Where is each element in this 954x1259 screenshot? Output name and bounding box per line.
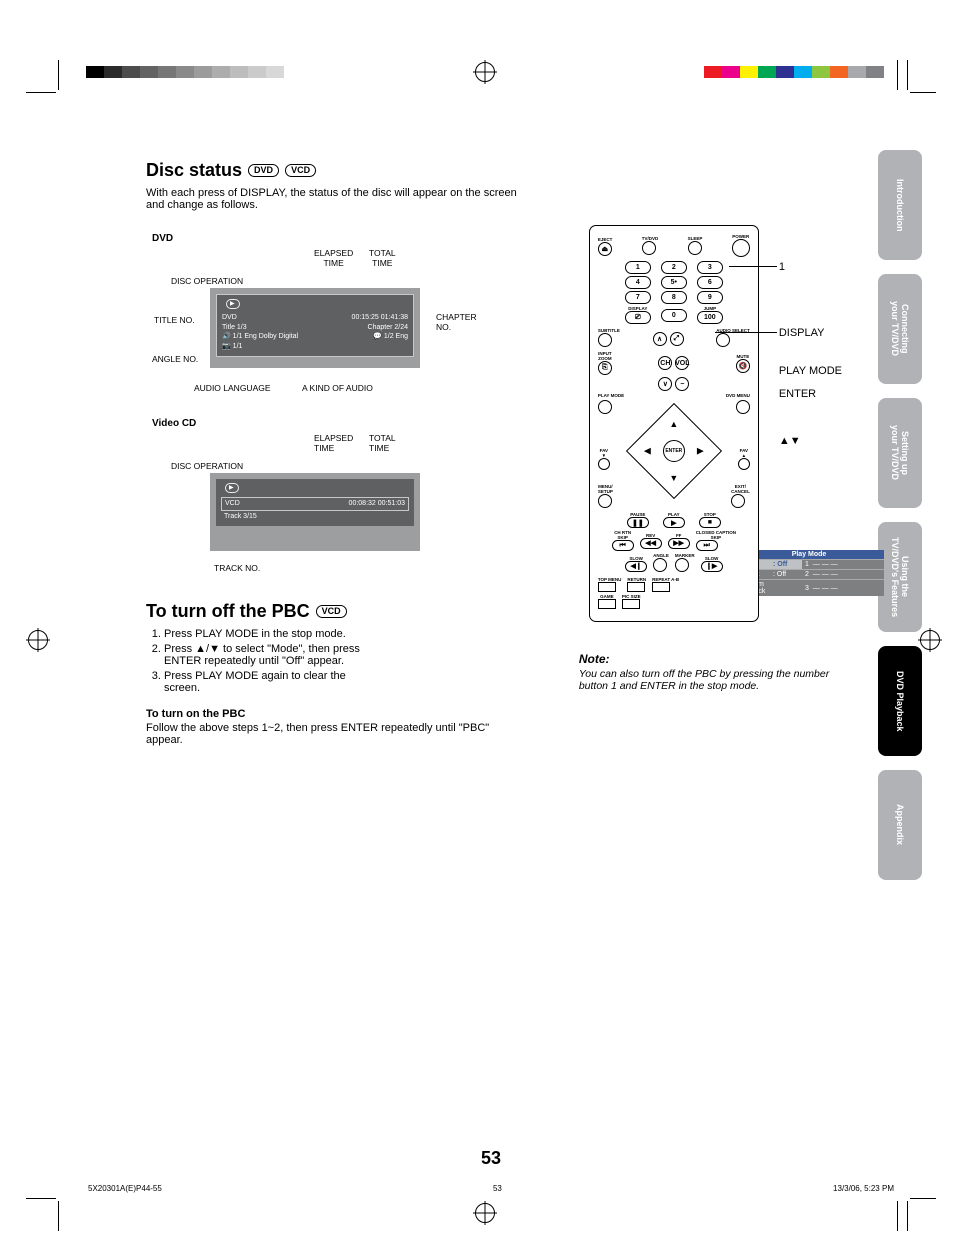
pbc-on-heading: To turn on the PBC xyxy=(146,708,526,720)
note-body: You can also turn off the PBC by pressin… xyxy=(579,668,844,692)
osd-title: Title 1/3 xyxy=(222,323,247,333)
note-heading: Note: xyxy=(579,652,844,666)
heading-text: Disc status xyxy=(146,160,242,181)
callout-playmode: PLAY MODE xyxy=(779,365,842,377)
callout-display: DISPLAY xyxy=(779,327,825,339)
remote-control: EJECT⏏ TV/DVD SLEEP POWER 123 45•6 789 D… xyxy=(589,225,759,622)
crop-tr-h xyxy=(910,92,936,93)
vcd-osd-diagram: DISC OPERATION ELAPSED TIME TOTAL TIME T… xyxy=(174,435,539,575)
footer-mid: 53 xyxy=(493,1184,502,1193)
vcd-label-disc-op: DISC OPERATION xyxy=(171,461,243,471)
label-audio-kind: A KIND OF AUDIO xyxy=(302,383,373,393)
pbc-step: Press ▲/▼ to select "Mode", then press E… xyxy=(164,643,376,667)
crop-br-v xyxy=(907,1201,908,1231)
vcd-label-total: TOTAL TIME xyxy=(369,433,396,453)
crop-tr-v xyxy=(907,60,908,90)
registration-mark-left xyxy=(28,630,48,650)
page-number: 53 xyxy=(481,1148,501,1169)
vcd-osd-fmt: VCD xyxy=(225,499,240,509)
pbc-badge-vcd: VCD xyxy=(316,605,347,618)
vcd-play-icon xyxy=(225,483,239,493)
registration-mark-right xyxy=(920,630,940,650)
osd-angle: 1/1 xyxy=(233,343,243,350)
osd-sub: 1/2 Eng xyxy=(384,333,408,340)
vcd-osd-time: 00:08:32 00:51:03 xyxy=(349,499,405,509)
badge-vcd: VCD xyxy=(285,164,316,177)
osd-fmt: DVD xyxy=(222,313,237,323)
section-disc-status-title: Disc status DVD VCD xyxy=(146,160,844,181)
pbc-steps: Press PLAY MODE in the stop mode. Press ▲… xyxy=(146,628,376,694)
dvd-subheading: DVD xyxy=(152,233,539,244)
footer-left: 5X20301A(E)P44-55 xyxy=(88,1184,162,1193)
crop-br-h xyxy=(910,1198,936,1199)
vcd-label-track: TRACK NO. xyxy=(214,563,260,573)
osd-chapter: Chapter 2/24 xyxy=(368,323,408,333)
badge-dvd: DVD xyxy=(248,164,279,177)
section-pbc-title: To turn off the PBC VCD xyxy=(146,601,539,622)
crop-bl-v xyxy=(58,1201,59,1231)
label-angle-no: ANGLE NO. xyxy=(152,354,198,364)
dpad: ▲ ▼ ◀ ▶ ENTER xyxy=(640,417,708,485)
pbc-on-body: Follow the above steps 1~2, then press E… xyxy=(146,722,526,746)
label-title-no: TITLE NO. xyxy=(154,315,195,325)
callout-arrows: ▲▼ xyxy=(779,435,801,447)
disc-status-intro: With each press of DISPLAY, the status o… xyxy=(146,187,526,211)
pbc-step: Press PLAY MODE again to clear the scree… xyxy=(164,670,376,694)
callout-1: 1 xyxy=(779,261,785,273)
callout-enter: ENTER xyxy=(779,388,816,400)
crop-tl-v xyxy=(58,60,59,90)
crop-bl-h xyxy=(26,1198,56,1199)
dvd-osd-diagram: DISC OPERATION ELAPSED TIME TOTAL TIME T… xyxy=(174,250,539,410)
label-audio-lang: AUDIO LANGUAGE xyxy=(194,383,271,393)
crop-tl-h xyxy=(26,92,56,93)
label-total: TOTAL TIME xyxy=(369,248,396,268)
footer-right: 13/3/06, 5:23 PM xyxy=(833,1184,894,1193)
pbc-heading-text: To turn off the PBC xyxy=(146,601,310,622)
pbc-step: Press PLAY MODE in the stop mode. xyxy=(164,628,376,640)
osd-audio: 1/1 Eng Dolby Digital xyxy=(233,333,298,340)
label-chapter-no: CHAPTER NO. xyxy=(436,312,477,332)
label-elapsed: ELAPSED TIME xyxy=(314,248,353,268)
vcd-label-elapsed: ELAPSED TIME xyxy=(314,433,353,453)
play-icon xyxy=(226,299,240,309)
osd-time: 00:15:25 01:41:38 xyxy=(352,313,408,323)
footer: 5X20301A(E)P44-55 53 13/3/06, 5:23 PM xyxy=(78,1184,904,1193)
label-disc-operation: DISC OPERATION xyxy=(171,276,243,286)
vcd-subheading: Video CD xyxy=(152,418,539,429)
vcd-osd-track: Track 3/15 xyxy=(224,512,257,522)
